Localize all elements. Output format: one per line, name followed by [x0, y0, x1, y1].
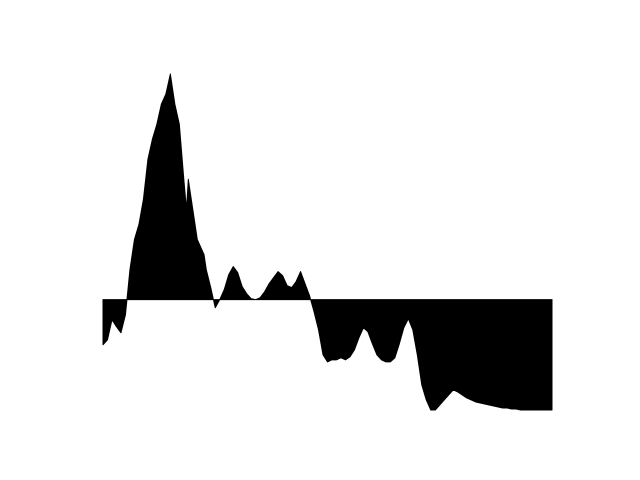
- area-fill-series-0: [102, 73, 553, 411]
- fill-layer: [102, 73, 553, 411]
